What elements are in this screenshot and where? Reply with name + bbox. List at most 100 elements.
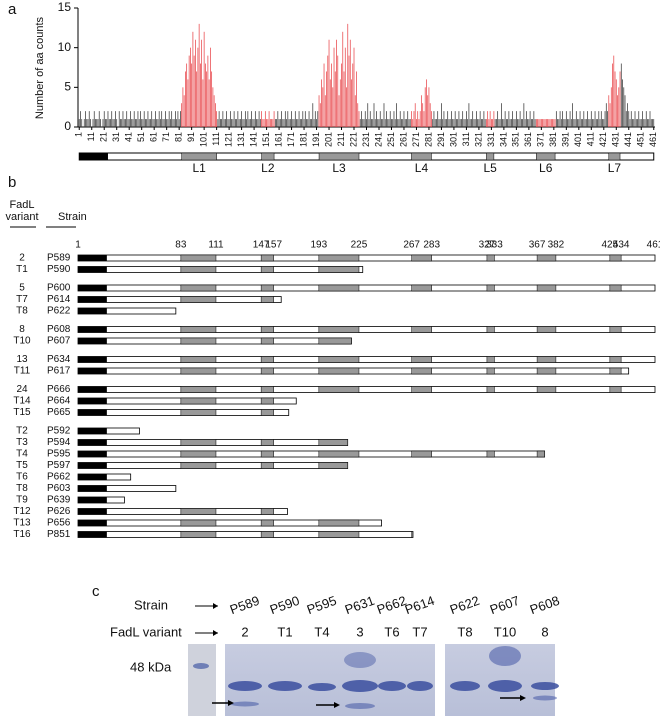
bar: [639, 119, 641, 127]
bar: [462, 111, 464, 127]
bar: [523, 103, 525, 127]
bar: [226, 111, 227, 127]
loop: [180, 508, 217, 515]
bar: [100, 119, 101, 127]
bar: [368, 119, 370, 127]
bar: [268, 111, 270, 127]
bar: [187, 79, 189, 127]
bar: [138, 119, 140, 127]
bar: [343, 71, 345, 127]
loop: [261, 152, 275, 161]
bar: [597, 119, 598, 127]
bar: [200, 63, 201, 127]
bar: [388, 119, 390, 127]
bar: [376, 111, 377, 127]
loop: [260, 356, 274, 363]
bar: [142, 119, 144, 127]
bar: [615, 79, 617, 127]
loop: [318, 386, 360, 393]
bar: [406, 119, 407, 127]
bar: [108, 119, 110, 127]
strain: P603: [47, 483, 71, 494]
variant-label: 8: [541, 624, 548, 639]
bar: [201, 39, 203, 127]
bar: [291, 111, 292, 127]
strain-label: P607: [488, 593, 522, 617]
bar: [432, 119, 434, 127]
loop: [318, 519, 360, 527]
bar: [507, 119, 509, 127]
x-tick-label: 1: [74, 132, 84, 137]
bar: [476, 111, 477, 127]
bar: [151, 111, 153, 127]
bar: [106, 119, 108, 127]
loop: [260, 367, 274, 375]
bar: [383, 103, 385, 127]
position-label: 147: [253, 240, 270, 251]
loop: [260, 462, 274, 469]
loop: [536, 326, 557, 333]
bar: [473, 119, 475, 127]
strain: P851: [47, 529, 71, 540]
bar: [640, 119, 642, 127]
bar: [367, 103, 369, 127]
bar: [349, 39, 351, 127]
bar: [418, 119, 420, 127]
bar: [168, 111, 170, 127]
x-tick-label: 331: [486, 132, 496, 147]
bar: [227, 119, 229, 127]
x-tick-label: 101: [199, 132, 209, 147]
gel: [225, 644, 435, 716]
bar: [371, 119, 372, 127]
bar: [427, 95, 429, 127]
loop: [180, 254, 217, 262]
loop: [260, 450, 274, 458]
construct: [77, 450, 546, 458]
bar: [438, 119, 440, 127]
bar: [354, 95, 356, 127]
bar: [569, 111, 571, 127]
variant: T9: [16, 495, 28, 506]
bar: [564, 119, 566, 127]
bar: [331, 63, 332, 127]
variant: 24: [16, 384, 28, 395]
bar: [605, 103, 607, 127]
bar: [228, 119, 230, 127]
y-tick-label: 0: [64, 119, 71, 133]
bar: [274, 119, 276, 127]
bar: [607, 111, 608, 127]
bar: [86, 119, 88, 127]
bar: [602, 119, 603, 127]
loop: [318, 356, 360, 363]
bar: [637, 119, 638, 127]
bar: [237, 111, 239, 127]
bar: [90, 119, 91, 127]
loop: [180, 462, 217, 469]
bar: [293, 119, 295, 127]
position-label: 434: [613, 240, 630, 251]
variant: T14: [13, 396, 31, 407]
bar: [145, 119, 146, 127]
gel: [188, 644, 216, 716]
bar: [630, 111, 632, 127]
strain: P590: [47, 264, 71, 275]
x-tick-label: 281: [423, 132, 433, 147]
bar: [645, 111, 647, 127]
y-axis-title: Number of aa counts: [34, 16, 46, 119]
bar: [392, 119, 394, 127]
bar: [471, 119, 472, 127]
strain: P589: [47, 253, 71, 264]
bar: [469, 119, 471, 127]
bar: [171, 111, 173, 127]
signal-peptide: [78, 296, 107, 303]
bar: [312, 103, 314, 127]
bar: [223, 119, 225, 127]
loop: [180, 296, 217, 303]
x-tick-label: 451: [636, 132, 646, 147]
bar: [402, 119, 404, 127]
bar: [454, 111, 456, 127]
loop: [318, 284, 360, 292]
bar: [572, 103, 573, 127]
loop: [260, 284, 274, 292]
x-tick-label: 371: [536, 132, 546, 147]
